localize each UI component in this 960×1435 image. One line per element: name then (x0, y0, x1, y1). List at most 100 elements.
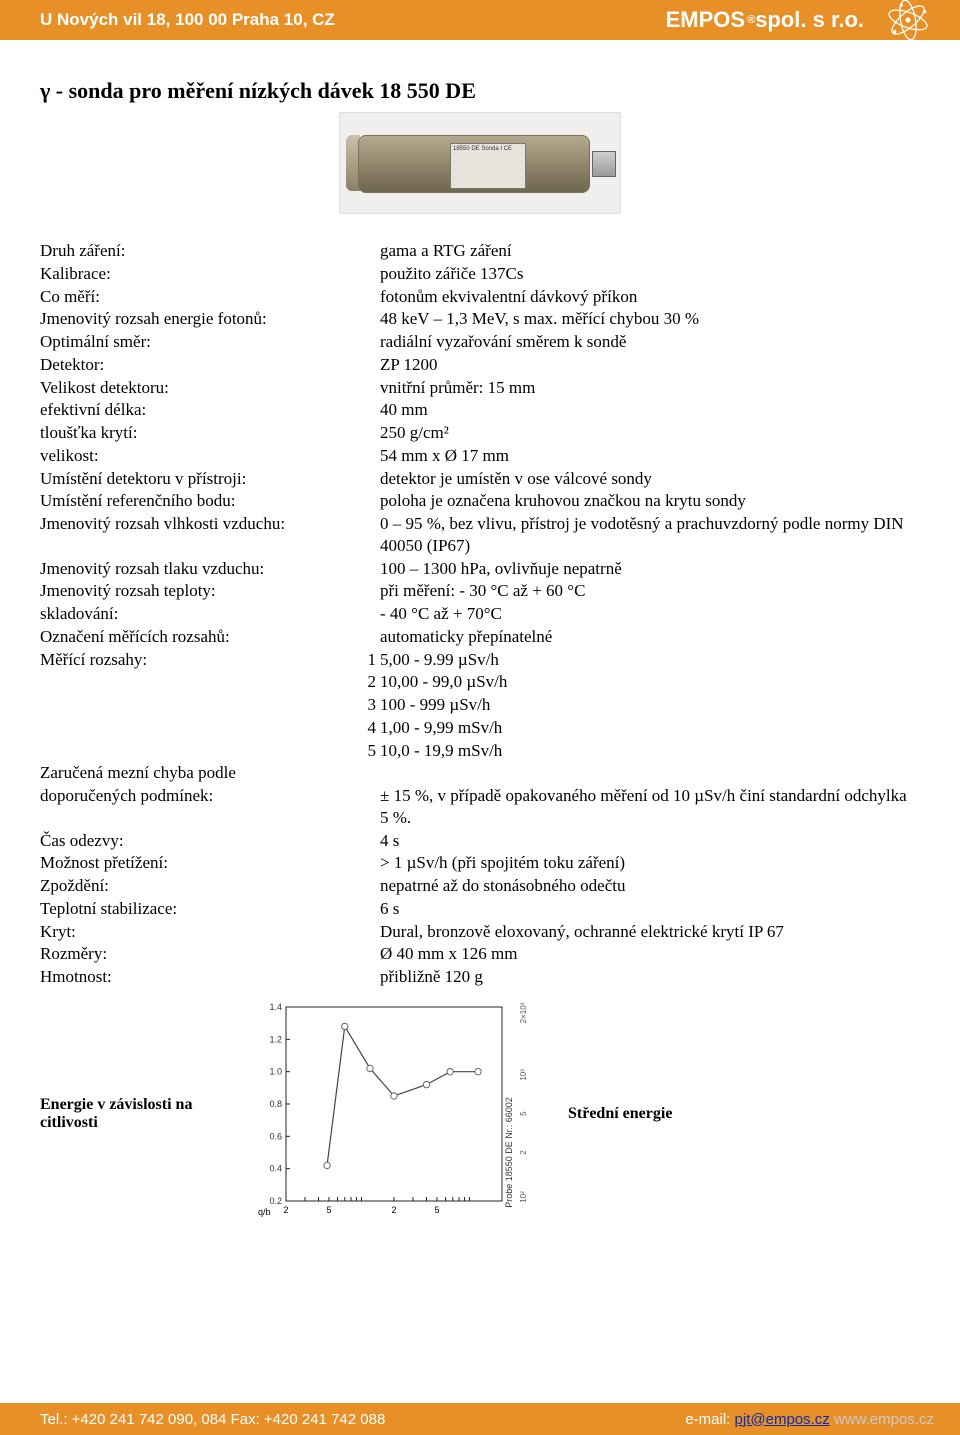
spec-index (354, 422, 380, 445)
spec-label: velikost: (40, 445, 354, 468)
spec-value: Ø 40 mm x 126 mm (380, 943, 920, 966)
footer-bar: Tel.: +420 241 742 090, 084 Fax: +420 24… (0, 1403, 960, 1435)
spec-index (354, 875, 380, 898)
svg-text:5: 5 (326, 1205, 331, 1215)
svg-text:0.2: 0.2 (269, 1196, 282, 1206)
spec-value: gama a RTG záření (380, 240, 920, 263)
spec-index (354, 377, 380, 400)
spec-index (354, 830, 380, 853)
svg-text:0.8: 0.8 (269, 1099, 282, 1109)
svg-text:2: 2 (283, 1205, 288, 1215)
spec-label: tloušťka krytí: (40, 422, 354, 445)
svg-text:2: 2 (519, 1149, 528, 1154)
spec-value: použito zářiče 137Cs (380, 263, 920, 286)
footer-tel: Tel.: +420 241 742 090, 084 Fax: +420 24… (40, 1411, 385, 1428)
spec-value: 0 – 95 %, bez vlivu, přístroj je vodotěs… (380, 513, 920, 558)
product-nameplate: 18550 DE Sonda I CE (450, 143, 526, 189)
spec-label: efektivní délka: (40, 399, 354, 422)
svg-text:1.2: 1.2 (269, 1034, 282, 1044)
atom-icon (882, 0, 934, 40)
spec-value: při měření: - 30 °C až + 60 °C (380, 580, 920, 603)
spec-label: Zpoždění: (40, 875, 354, 898)
svg-text:5: 5 (434, 1205, 439, 1215)
spec-value: 54 mm x Ø 17 mm (380, 445, 920, 468)
spec-value: > 1 µSv/h (při spojitém toku záření) (380, 852, 920, 875)
spec-label: Umístění referenčního bodu: (40, 490, 354, 513)
spec-index (354, 354, 380, 377)
spec-index (354, 490, 380, 513)
svg-text:10²: 10² (519, 1191, 528, 1203)
spec-index (354, 445, 380, 468)
spec-label: Kalibrace: (40, 263, 354, 286)
spec-label: Teplotní stabilizace: (40, 898, 354, 921)
spec-index (354, 626, 380, 649)
spec-label: skladování: (40, 603, 354, 626)
spec-value: 10,00 - 99,0 µSv/h (380, 671, 920, 694)
spec-index (354, 399, 380, 422)
brand-name: EMPOS (666, 7, 745, 33)
spec-index (354, 580, 380, 603)
spec-label: Označení měřících rozsahů: (40, 626, 354, 649)
spec-value: ZP 1200 (380, 354, 920, 377)
spec-index (354, 286, 380, 309)
svg-text:1.0: 1.0 (269, 1066, 282, 1076)
spec-value: ± 15 %, v případě opakovaného měření od … (380, 785, 920, 830)
spec-value: fotonům ekvivalentní dávkový příkon (380, 286, 920, 309)
svg-text:2×10³: 2×10³ (519, 1002, 528, 1023)
spec-value: radiální vyzařování směrem k sondě (380, 331, 920, 354)
spec-value: 10,0 - 19,9 mSv/h (380, 740, 920, 763)
spec-value: přibližně 120 g (380, 966, 920, 989)
spec-value: 1,00 - 9,99 mSv/h (380, 717, 920, 740)
spec-index (354, 921, 380, 944)
footer-contact: e-mail: pjt@empos.cz www.empos.cz (685, 1411, 934, 1428)
svg-text:Probe 18550 DE Nr.: 66002: Probe 18550 DE Nr.: 66002 (504, 1097, 514, 1208)
svg-text:q/b: q/b (258, 1207, 271, 1217)
header-address: U Nových vil 18, 100 00 Praha 10, CZ (40, 10, 335, 30)
footer-site: www.empos.cz (834, 1411, 934, 1428)
header-bar: U Nových vil 18, 100 00 Praha 10, CZ EMP… (0, 0, 960, 40)
spec-value: 100 – 1300 hPa, ovlivňuje nepatrně (380, 558, 920, 581)
spec-index (354, 240, 380, 263)
svg-text:0.6: 0.6 (269, 1131, 282, 1141)
spec-label: Velikost detektoru: (40, 377, 354, 400)
spec-label: Hmotnost: (40, 966, 354, 989)
spec-label: Jmenovitý rozsah tlaku vzduchu: (40, 558, 354, 581)
spec-index: 2 (354, 671, 380, 694)
spec-index (354, 558, 380, 581)
product-image: 18550 DE Sonda I CE (339, 112, 621, 214)
spec-value: poloha je označena kruhovou značkou na k… (380, 490, 920, 513)
energy-sensitivity-chart: 1.41.21.00.80.60.40.22525q/bProbe 18550 … (244, 999, 544, 1229)
brand-suffix: spol. s r.o. (755, 7, 864, 33)
spec-label: Měřící rozsahy: (40, 649, 354, 672)
spec-label: Optimální směr: (40, 331, 354, 354)
spec-label: Kryt: (40, 921, 354, 944)
spec-label (40, 740, 354, 763)
chart-caption-right: Střední energie (568, 1105, 672, 1123)
spec-index (354, 263, 380, 286)
spec-index: 4 (354, 717, 380, 740)
spec-value: nepatrné až do stonásobného odečtu (380, 875, 920, 898)
spec-value: 48 keV – 1,3 MeV, s max. měřící chybou 3… (380, 308, 920, 331)
spec-label: Jmenovitý rozsah energie fotonů: (40, 308, 354, 331)
spec-label: Rozměry: (40, 943, 354, 966)
spec-value: - 40 °C až + 70°C (380, 603, 920, 626)
spec-label (40, 717, 354, 740)
footer-mail-link[interactable]: pjt@empos.cz (735, 1411, 830, 1428)
spec-index (354, 762, 380, 785)
spec-value: vnitřní průměr: 15 mm (380, 377, 920, 400)
spec-label: Co měří: (40, 286, 354, 309)
spec-value: detektor je umístěn v ose válcové sondy (380, 468, 920, 491)
spec-index (354, 308, 380, 331)
spec-label: Možnost přetížení: (40, 852, 354, 875)
spec-index: 3 (354, 694, 380, 717)
spec-index (354, 331, 380, 354)
spec-label: Zaručená mezní chyba podle (40, 762, 354, 785)
spec-index (354, 943, 380, 966)
spec-index: 1 (354, 649, 380, 672)
spec-label: Jmenovitý rozsah teploty: (40, 580, 354, 603)
footer-mail-prefix: e-mail: (685, 1411, 734, 1428)
spec-index (354, 603, 380, 626)
spec-value: 4 s (380, 830, 920, 853)
spec-value: 40 mm (380, 399, 920, 422)
spec-label: Čas odezvy: (40, 830, 354, 853)
